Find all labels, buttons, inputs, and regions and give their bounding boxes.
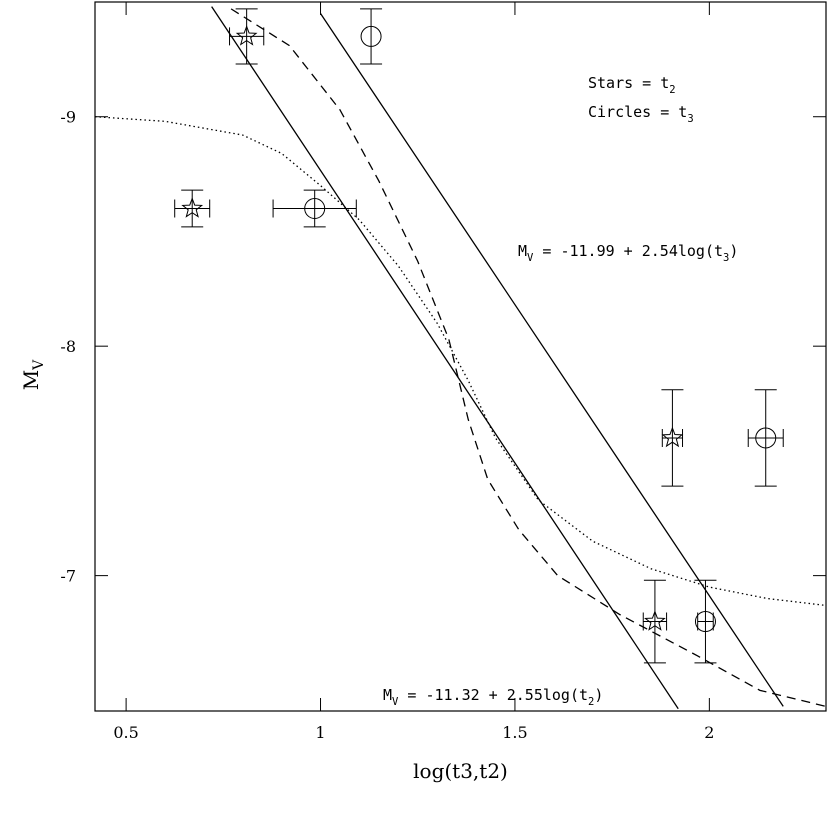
annotation: MV = -11.99 + 2.54log(t3) [518, 242, 738, 264]
y-tick-label: -7 [60, 567, 76, 586]
annotation-part: V [392, 696, 399, 708]
annotation: Stars = t2 [588, 74, 676, 96]
x-tick-label: 2 [704, 723, 714, 742]
annotation: Circles = t3 [588, 103, 694, 125]
y-axis-title-part: M [19, 370, 43, 390]
star-marker [235, 24, 258, 46]
x-tick-label: 1 [315, 723, 325, 742]
y-axis-title: MV [19, 359, 47, 390]
y-tick-label: -8 [60, 337, 76, 356]
curves [95, 6, 826, 710]
annotation-part: 2 [588, 696, 594, 708]
y-tick-label: -9 [60, 108, 76, 127]
annotation-part: Stars = t [588, 74, 669, 92]
annotation: MV = -11.32 + 2.55log(t2) [383, 686, 603, 708]
annotation-part: Circles = t [588, 103, 687, 121]
x-tick-label: 0.5 [113, 723, 138, 742]
y-axis-title-part: V [31, 359, 47, 371]
x-error-bar [642, 612, 668, 631]
x-error-bar [661, 428, 684, 447]
annotation-part: 3 [687, 113, 693, 125]
curve-dashed [230, 8, 826, 708]
plot-frame [94, 1, 827, 712]
annotation-part: M [383, 686, 392, 704]
x-error-bar [229, 27, 265, 46]
annotation-part: M [518, 242, 527, 260]
x-axis-title: log(t3,t2) [413, 759, 508, 783]
curve-dotted [95, 116, 826, 607]
annotation-part: ) [729, 242, 738, 260]
curve-solid [319, 13, 784, 707]
circle-marker [755, 427, 777, 449]
star-marker [661, 426, 684, 448]
curve-solid [211, 6, 679, 710]
circle-marker [694, 611, 716, 633]
annotation-part: 2 [669, 84, 675, 96]
annotation-part: ) [594, 686, 603, 704]
annotation-part: V [527, 252, 534, 264]
y-error-bar [360, 8, 383, 65]
x-error-bar [272, 199, 357, 218]
x-tick-label: 1.5 [502, 723, 527, 742]
annotation-part: = -11.99 + 2.54log(t [533, 242, 723, 260]
x-error-bar [174, 199, 211, 218]
star-marker [181, 197, 204, 218]
circle-marker [360, 25, 382, 47]
star-marker [644, 610, 666, 631]
annotation-part: = -11.32 + 2.55log(t [398, 686, 588, 704]
x-error-bar [747, 428, 784, 447]
annotation-part: 3 [723, 252, 729, 264]
circle-marker [304, 198, 326, 220]
